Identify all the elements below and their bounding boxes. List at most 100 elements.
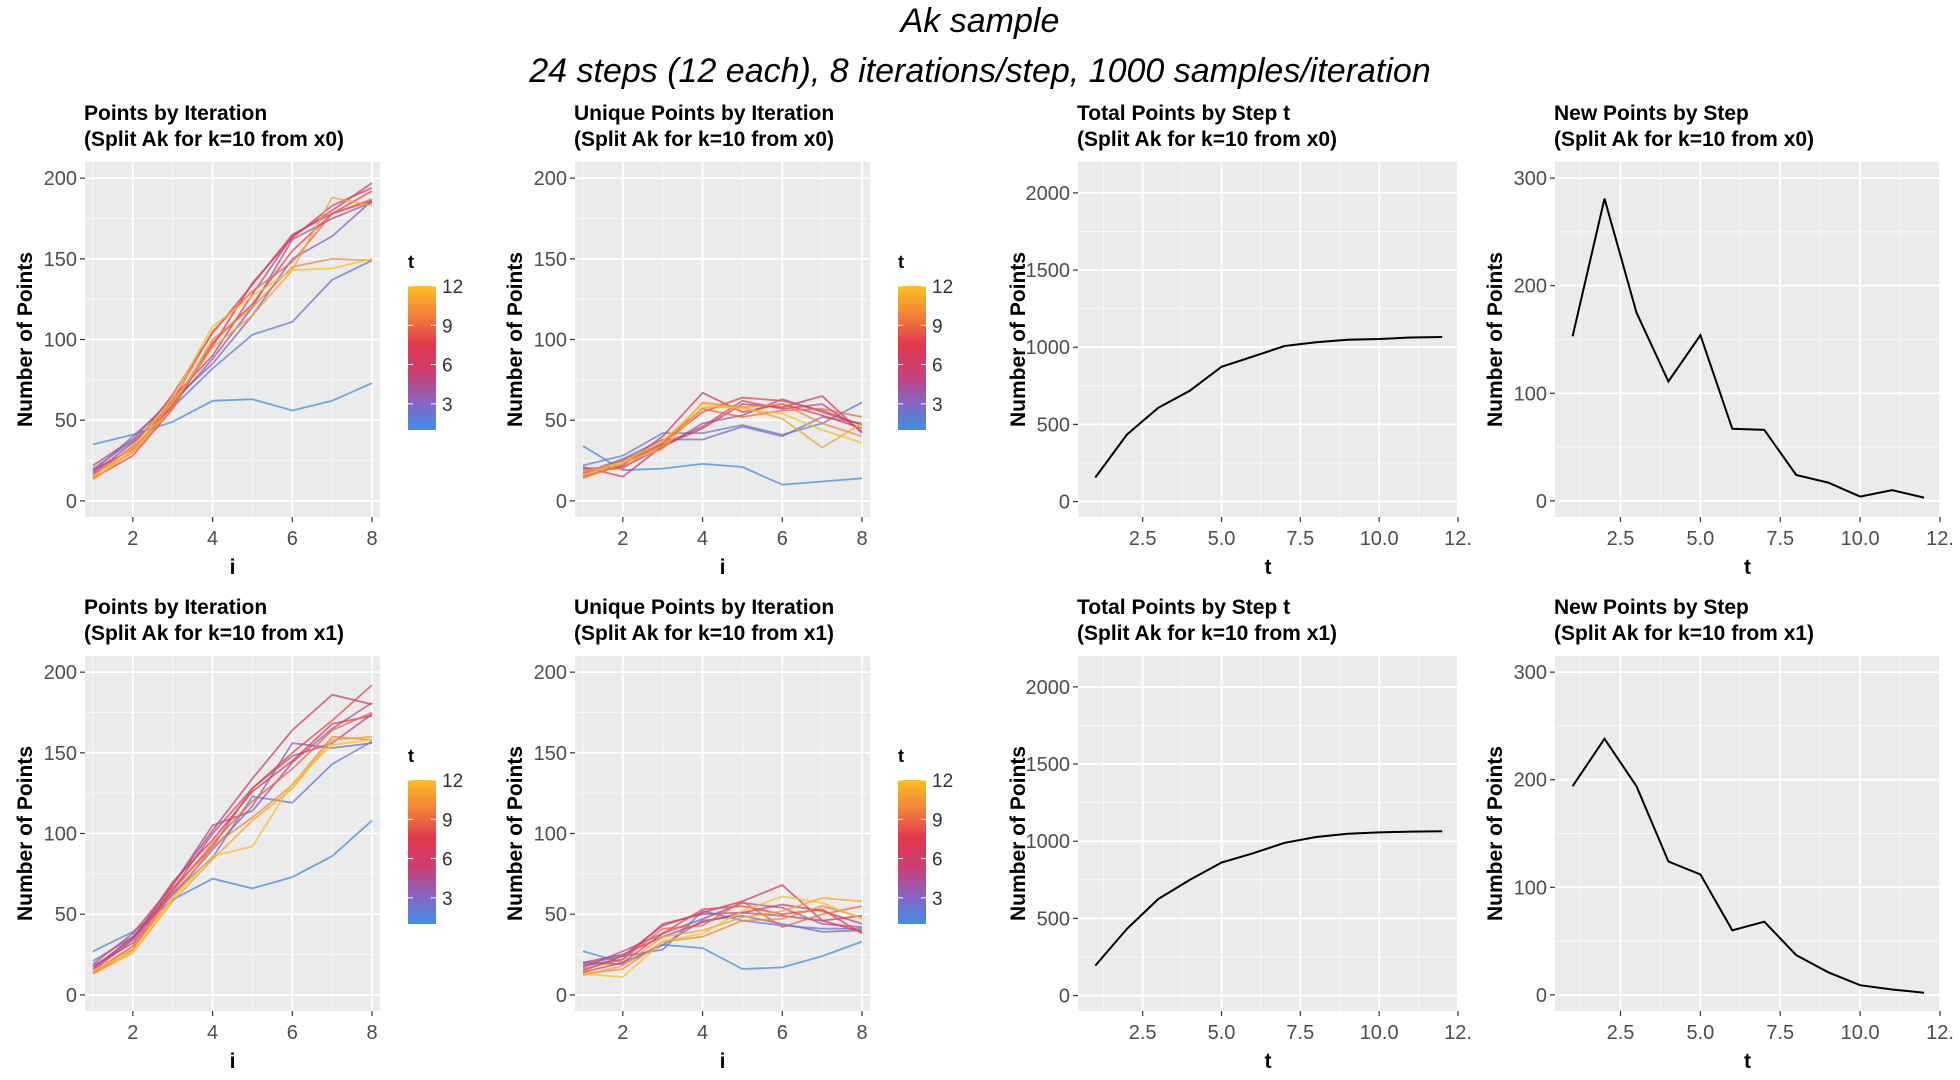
- panel-subtitle: (Split Ak for k=10 from x1): [1077, 622, 1337, 645]
- series-line-t-8: [92, 684, 373, 974]
- y-tick-label: 150: [44, 249, 77, 271]
- panel-title: New Points by Step: [1554, 596, 1749, 619]
- legend-label: 12: [932, 277, 953, 298]
- x-tick-label: 4: [697, 1022, 708, 1044]
- y-tick-label: 0: [1536, 985, 1547, 1007]
- y-tick-label: 200: [534, 662, 567, 684]
- series-line-t-10: [92, 257, 373, 476]
- x-tick-label: 5.0: [1208, 528, 1236, 550]
- legend-label: 12: [932, 771, 953, 792]
- x-tick-label: 12.: [1926, 528, 1954, 550]
- y-tick-label: 300: [1514, 168, 1547, 190]
- panel-p1_iter: Points by Iteration (Split Ak for k=10 fr…: [14, 596, 380, 1073]
- series-line-t-8: [582, 905, 863, 974]
- series-line-t-1: [582, 940, 863, 970]
- series-line-new: [1571, 737, 1925, 994]
- y-tick-label: 200: [1514, 276, 1547, 298]
- y-tick-label: 0: [1059, 492, 1070, 514]
- panel-p1_unique: Unique Points by Iteration (Split Ak for …: [504, 596, 870, 1073]
- x-tick-label: 4: [207, 528, 218, 550]
- y-axis-label: Number of Points: [504, 252, 527, 427]
- series-line-t-6: [92, 693, 373, 965]
- x-axis-label: i: [720, 556, 726, 579]
- y-tick-label: 0: [1536, 491, 1547, 513]
- figure-title: Ak sample: [900, 2, 1060, 40]
- y-tick-label: 50: [545, 410, 567, 432]
- y-axis-label: Number of Points: [1484, 746, 1507, 921]
- x-axis-label: t: [1744, 556, 1751, 579]
- legend-gradient-bar: [408, 780, 436, 924]
- y-tick-label: 2000: [1026, 183, 1071, 205]
- series-line-t-1: [582, 445, 863, 486]
- y-tick-label: 100: [1514, 877, 1547, 899]
- x-tick-label: 12.: [1444, 528, 1472, 550]
- legend-colorbar: t 12 9 6 3: [408, 252, 463, 430]
- panel-subtitle: (Split Ak for k=10 from x1): [1554, 622, 1814, 645]
- series-line-t-9: [582, 407, 863, 472]
- legend-label: 9: [442, 810, 453, 831]
- x-tick-label: 2.5: [1607, 1022, 1635, 1044]
- panel-title: Total Points by Step t: [1077, 596, 1290, 619]
- series-line-t-9: [582, 900, 863, 970]
- y-tick-label: 1500: [1026, 754, 1071, 776]
- y-axis-label: Number of Points: [1007, 746, 1030, 921]
- y-tick-label: 200: [534, 168, 567, 190]
- x-tick-label: 10.0: [1841, 1022, 1880, 1044]
- x-tick-label: 6: [287, 1022, 298, 1044]
- x-tick-label: 2: [127, 1022, 138, 1044]
- x-tick-label: 7.5: [1766, 528, 1794, 550]
- legend-label: 3: [442, 889, 453, 910]
- y-tick-label: 200: [44, 168, 77, 190]
- y-tick-label: 0: [66, 491, 77, 513]
- legend-title: t: [898, 746, 904, 766]
- x-tick-label: 4: [697, 528, 708, 550]
- legend-label: 9: [932, 810, 943, 831]
- series-line-new: [1571, 198, 1925, 499]
- panel-p0_total: Total Points by Step t (Split Ak for k=10…: [1007, 102, 1472, 579]
- x-tick-label: 10.0: [1841, 528, 1880, 550]
- legend-label: 6: [932, 356, 943, 377]
- series-line-t-5: [92, 182, 373, 467]
- series-line-t-10: [92, 735, 373, 974]
- x-tick-label: 5.0: [1686, 1022, 1714, 1044]
- panel-subtitle: (Split Ak for k=10 from x1): [84, 622, 344, 645]
- y-tick-label: 150: [44, 743, 77, 765]
- y-tick-label: 100: [1514, 383, 1547, 405]
- panel-p1_total: Total Points by Step t (Split Ak for k=10…: [1007, 596, 1472, 1073]
- y-tick-label: 50: [55, 410, 77, 432]
- y-tick-label: 0: [556, 985, 567, 1007]
- panel-p0_unique: Unique Points by Iteration (Split Ak for …: [504, 102, 870, 579]
- x-axis-label: i: [720, 1050, 726, 1073]
- legend-title: t: [898, 252, 904, 272]
- panel-title: Unique Points by Iteration: [574, 102, 834, 125]
- x-axis-label: i: [230, 556, 236, 579]
- series-line-t-10: [582, 905, 863, 975]
- legend-label: 6: [442, 356, 453, 377]
- x-tick-label: 2: [617, 1022, 628, 1044]
- panel-title: New Points by Step: [1554, 102, 1749, 125]
- y-tick-label: 100: [44, 824, 77, 846]
- panel-title: Points by Iteration: [84, 596, 267, 619]
- x-tick-label: 10.0: [1360, 528, 1399, 550]
- x-tick-label: 10.0: [1360, 1022, 1399, 1044]
- legend-gradient-bar: [898, 780, 926, 924]
- y-tick-label: 200: [44, 662, 77, 684]
- legend-colorbar: t 12 9 6 3: [898, 746, 953, 924]
- legend-gradient-bar: [408, 286, 436, 430]
- x-tick-label: 8: [856, 1022, 867, 1044]
- x-axis-label: t: [1744, 1050, 1751, 1073]
- series-line-t-4: [582, 901, 863, 969]
- plot-background: [1078, 162, 1458, 517]
- legend-colorbar: t 12 9 6 3: [408, 746, 463, 924]
- x-tick-label: 5.0: [1208, 1022, 1236, 1044]
- series-line-t-11: [92, 196, 373, 481]
- series-line-t-11: [582, 897, 863, 977]
- x-tick-label: 8: [366, 1022, 377, 1044]
- x-tick-label: 8: [366, 528, 377, 550]
- y-tick-label: 0: [556, 491, 567, 513]
- y-axis-label: Number of Points: [1484, 252, 1507, 427]
- x-axis-label: t: [1265, 556, 1272, 579]
- series-line-t-7: [92, 714, 373, 972]
- x-tick-label: 7.5: [1766, 1022, 1794, 1044]
